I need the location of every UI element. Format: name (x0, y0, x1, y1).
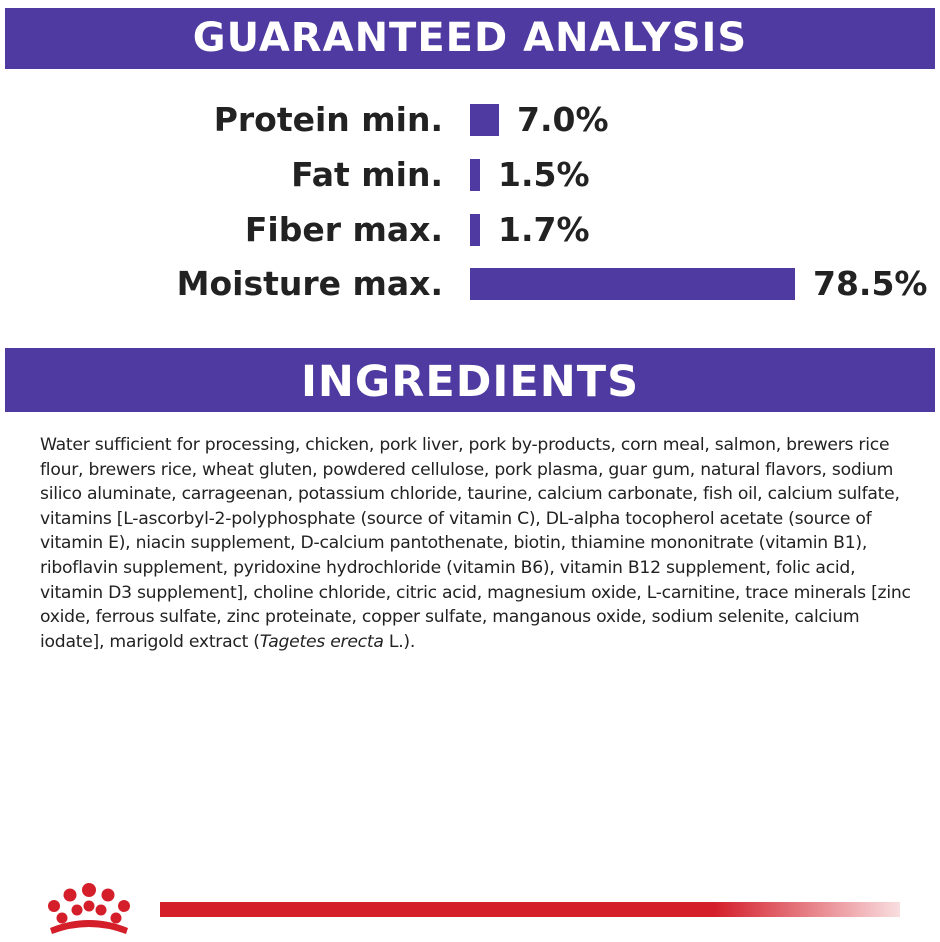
guaranteed-analysis-header: GUARANTEED ANALYSIS (5, 8, 935, 69)
guaranteed-analysis-title: GUARANTEED ANALYSIS (192, 15, 748, 61)
ingredients-list: Water sufficient for processing, chicken… (40, 433, 915, 654)
analysis-value: 7.0% (517, 100, 609, 139)
analysis-bar (470, 104, 499, 136)
guaranteed-analysis-table: Protein min. 7.0% Fat min. 1.5% Fiber ma… (0, 92, 940, 322)
analysis-row-fat: Fat min. 1.5% (0, 155, 940, 195)
analysis-bar (470, 159, 480, 191)
analysis-label: Protein min. (213, 100, 443, 139)
analysis-value: 1.5% (498, 155, 590, 194)
ingredients-header: INGREDIENTS (5, 348, 935, 412)
analysis-label: Fiber max. (244, 210, 443, 249)
analysis-label: Fat min. (291, 155, 443, 194)
footer-accent-line (160, 902, 900, 917)
ingredients-scientific-name: Tagetes erecta (259, 631, 384, 652)
analysis-bar (470, 268, 795, 300)
analysis-label: Moisture max. (176, 264, 443, 303)
analysis-value: 78.5% (813, 264, 928, 303)
analysis-bar (470, 214, 480, 246)
analysis-row-moisture: Moisture max. 78.5% (0, 264, 940, 304)
analysis-row-protein: Protein min. 7.0% (0, 100, 940, 140)
ingredients-text-end: L.). (383, 631, 416, 652)
crown-logo-icon (40, 882, 150, 938)
ingredients-title: INGREDIENTS (300, 357, 640, 407)
analysis-row-fiber: Fiber max. 1.7% (0, 210, 940, 250)
analysis-value: 1.7% (498, 210, 590, 249)
ingredients-text-main: Water sufficient for processing, chicken… (40, 435, 911, 652)
